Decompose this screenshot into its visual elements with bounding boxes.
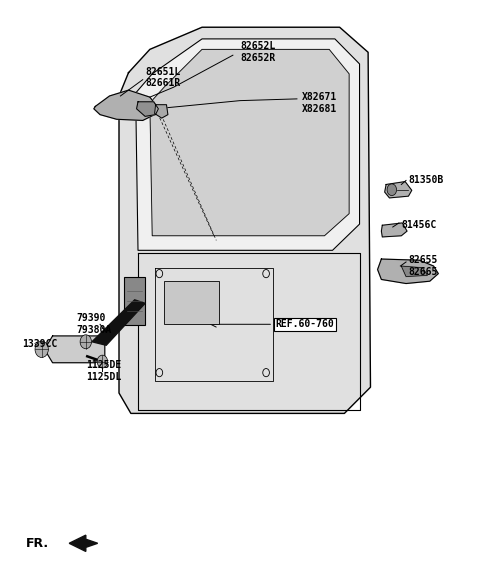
- Polygon shape: [119, 27, 371, 413]
- Text: 82655
82665: 82655 82665: [408, 255, 438, 277]
- Text: 1125DE
1125DL: 1125DE 1125DL: [86, 360, 121, 382]
- Circle shape: [97, 355, 108, 368]
- Text: 82652L
82652R: 82652L 82652R: [240, 42, 275, 63]
- Polygon shape: [401, 266, 427, 276]
- Text: 81350B: 81350B: [408, 175, 444, 185]
- Text: X82671
X82681: X82671 X82681: [301, 92, 337, 113]
- Text: 1339CC: 1339CC: [22, 339, 57, 349]
- Text: FR.: FR.: [25, 537, 48, 550]
- Polygon shape: [69, 535, 97, 552]
- Circle shape: [35, 341, 48, 358]
- Text: 81456C: 81456C: [401, 220, 437, 230]
- Bar: [124, 276, 145, 325]
- Polygon shape: [155, 105, 168, 118]
- Circle shape: [80, 335, 92, 349]
- Polygon shape: [150, 49, 349, 236]
- Text: REF.60-760: REF.60-760: [276, 319, 335, 329]
- Circle shape: [387, 184, 396, 196]
- Polygon shape: [378, 259, 438, 283]
- Polygon shape: [136, 39, 360, 250]
- Polygon shape: [137, 102, 158, 116]
- Polygon shape: [92, 300, 145, 345]
- Polygon shape: [384, 182, 412, 198]
- Polygon shape: [94, 90, 157, 121]
- Text: 79390
79380A: 79390 79380A: [76, 313, 111, 335]
- Polygon shape: [382, 223, 407, 237]
- Text: 82651L
82661R: 82651L 82661R: [145, 66, 180, 88]
- Polygon shape: [45, 336, 105, 363]
- Bar: [164, 280, 219, 325]
